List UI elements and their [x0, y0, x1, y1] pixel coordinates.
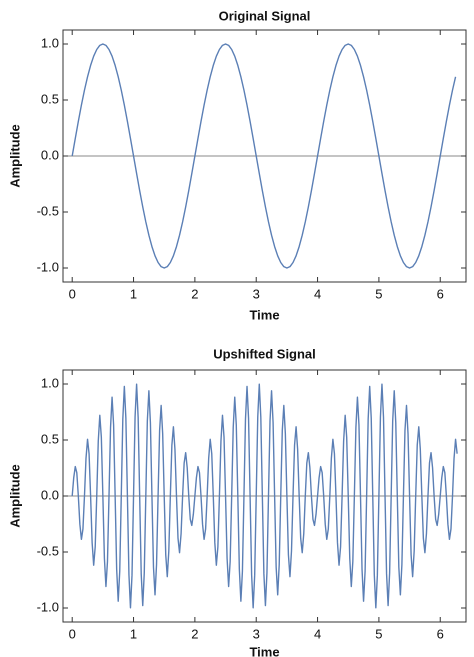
y-tick-label: 0.5: [41, 91, 59, 106]
y-tick-label: 0.5: [41, 431, 59, 446]
x-tick-label: 1: [130, 626, 137, 641]
x-tick-label: 6: [437, 626, 444, 641]
y-tick-label: 1.0: [41, 375, 59, 390]
x-tick-label: 3: [253, 626, 260, 641]
x-tick-label: 1: [130, 286, 137, 301]
x-tick-label: 4: [314, 626, 321, 641]
y-tick-label: 0.0: [41, 487, 59, 502]
x-tick-label: 5: [375, 286, 382, 301]
y-axis-label: Amplitude: [7, 124, 22, 188]
y-axis-label: Amplitude: [7, 464, 22, 528]
x-tick-label: 6: [437, 286, 444, 301]
signal-line: [71, 383, 458, 609]
x-tick-label: 3: [253, 286, 260, 301]
y-tick-label: 1.0: [41, 35, 59, 50]
y-tick-label: -0.5: [37, 203, 59, 218]
x-tick-label: 0: [69, 286, 76, 301]
x-tick-label: 2: [191, 626, 198, 641]
y-tick-label: 0.0: [41, 147, 59, 162]
x-axis-label: Time: [249, 644, 279, 657]
chart-title: Original Signal: [219, 8, 311, 23]
chart-title: Upshifted Signal: [213, 346, 316, 361]
x-tick-label: 4: [314, 286, 321, 301]
x-tick-label: 5: [375, 626, 382, 641]
y-tick-label: -1.0: [37, 599, 59, 614]
x-axis-label: Time: [249, 307, 279, 322]
y-tick-label: -0.5: [37, 543, 59, 558]
x-tick-label: 2: [191, 286, 198, 301]
signal-line: [71, 43, 457, 269]
y-tick-label: -1.0: [37, 259, 59, 274]
x-tick-label: 0: [69, 626, 76, 641]
